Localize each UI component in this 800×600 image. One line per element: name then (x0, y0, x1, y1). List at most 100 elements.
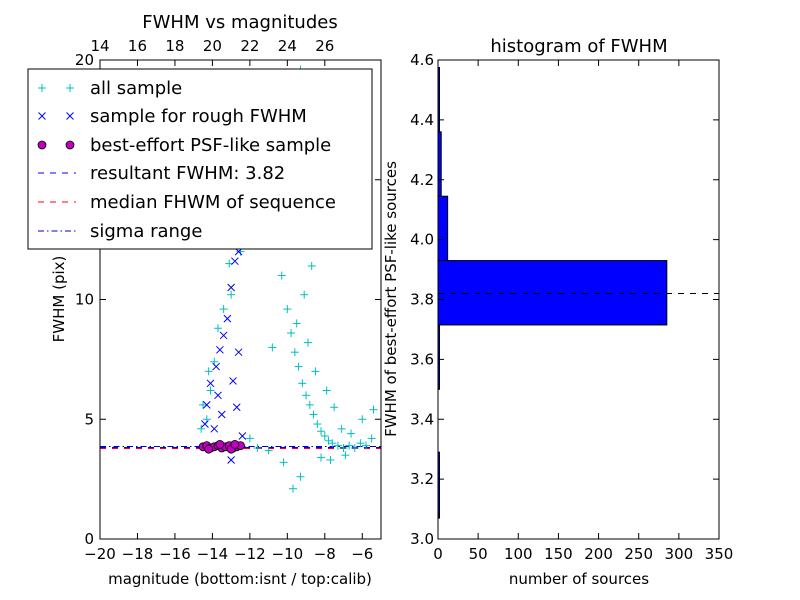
point-2-4 (212, 362, 221, 371)
point-2-2-b (202, 401, 211, 409)
y-tick-label-5: 20 (75, 51, 94, 69)
point-2-12-b (232, 403, 241, 412)
point-1-58 (369, 405, 378, 414)
histogram-x-label: number of sources (509, 570, 649, 588)
legend-label-rough-sample: sample for rough FWHM (90, 106, 307, 127)
legend-label-resultant-fwhm: resultant FWHM: 3.82 (90, 163, 285, 184)
h-y-tick-label-5: 3.8 (410, 291, 434, 309)
point-2-6 (219, 331, 228, 340)
legend-marker-1a (38, 84, 46, 92)
point-1-26 (320, 432, 329, 441)
histogram-bar-4 (437, 260, 668, 326)
histogram-plot-area (437, 66, 719, 519)
legend-markers (37, 84, 76, 232)
h-x-tick-label-1: 0 (433, 545, 443, 563)
point-1-55 (337, 424, 346, 433)
point-2-7 (223, 314, 232, 323)
h-x-tick-label-7: 300 (665, 545, 694, 563)
point-2-14 (210, 424, 219, 433)
point-2-16-b (238, 432, 247, 440)
point-2-3-b (206, 379, 215, 388)
point-1-61 (311, 367, 320, 376)
scatter-legend: all sample sample for rough FWHM best-ef… (27, 68, 373, 250)
h-y-tick-label-3: 3.4 (410, 410, 434, 428)
point-2-11-b (229, 377, 237, 385)
point-2-7-b (223, 314, 232, 323)
point-1-47 (300, 290, 309, 299)
point-1-48 (307, 261, 316, 270)
series-2 (201, 247, 247, 464)
top-tick-label-4: 20 (203, 37, 222, 55)
h-y-tick-label-9: 4.6 (410, 51, 434, 69)
point-1-39 (264, 446, 273, 455)
histogram-title: histogram of FWHM (490, 36, 667, 57)
top-tick-label-3: 18 (165, 37, 184, 55)
legend-marker-2a-b (38, 112, 46, 120)
point-1-38 (279, 458, 288, 467)
top-tick-label-6: 24 (278, 37, 297, 55)
point-1-33 (356, 439, 365, 448)
point-2-5 (216, 345, 224, 354)
point-2-1-b (201, 420, 209, 428)
point-1-64 (326, 455, 335, 464)
point-1-25 (317, 427, 326, 436)
y-tick-label-1: 0 (84, 530, 94, 548)
scatter-axes: −20 −18 −16 −14 −12 −10 −8 −6 14 16 18 20 22 24 26 0 5 10… (75, 37, 381, 563)
point-1-37 (296, 472, 305, 481)
scatter-x-label: magnitude (bottom:isnt / top:calib) (108, 570, 372, 588)
point-2-8-b (227, 283, 235, 292)
point-1-63 (317, 453, 326, 462)
legend-marker-2b (66, 112, 74, 120)
point-1-19 (294, 362, 303, 371)
point-1-18 (290, 348, 299, 357)
top-tick-label-2: 16 (128, 37, 147, 55)
point-1-56 (347, 429, 356, 438)
point-2-2 (202, 401, 211, 409)
point-2-14-b (210, 424, 219, 433)
point-1-62 (303, 338, 312, 347)
series-3 (198, 439, 245, 454)
point-2-13-b (217, 410, 226, 419)
h-y-tick-label-1: 3.0 (410, 530, 434, 548)
point-2-3 (206, 379, 215, 388)
y-tick-label-3: 10 (75, 291, 94, 309)
h-x-tick-label-5: 200 (584, 545, 613, 563)
top-tick-label-7: 26 (315, 37, 334, 55)
point-2-18-b (234, 348, 243, 357)
point-1-54 (330, 403, 339, 412)
point-3-12 (204, 444, 214, 454)
top-tick-label-1: 14 (90, 37, 109, 55)
point-2-15-b (227, 456, 235, 464)
point-1-22 (305, 400, 314, 409)
point-2-17-b (214, 391, 222, 400)
point-2-4-b (212, 362, 221, 371)
point-2-5-b (216, 345, 224, 354)
point-1-32 (350, 443, 359, 452)
legend-marker-2a (38, 112, 46, 120)
point-1-31 (345, 441, 354, 450)
point-1-21 (302, 391, 311, 400)
legend-marker-1b (66, 84, 74, 92)
x-tick-label-6: −10 (272, 545, 304, 563)
h-x-tick-label-6: 250 (624, 545, 653, 563)
scatter-y-label: FWHM (pix) (50, 256, 68, 343)
scatter-panel: FWHM vs magnitudes magnitude (bottom:isn… (27, 12, 382, 588)
histogram-axes: 0 50 100 150 200 250 300 350 3.0 3.2 3.4 3.6 3.8 4.0 4… (410, 51, 733, 563)
x-tick-label-4: −14 (197, 545, 229, 563)
point-1-53 (322, 386, 331, 395)
point-1-16 (283, 305, 292, 314)
point-3-13 (215, 439, 225, 449)
x-tick-label-3: −16 (159, 545, 191, 563)
top-tick-label-5: 22 (240, 37, 259, 55)
point-1-46 (292, 319, 301, 328)
x-tick-label-5: −12 (234, 545, 266, 563)
point-1-2 (206, 386, 215, 395)
point-1-36 (288, 484, 297, 493)
h-y-tick-label-4: 3.6 (410, 350, 434, 368)
point-1-29 (333, 441, 342, 450)
h-x-tick-label-4: 150 (544, 545, 573, 563)
h-x-tick-label-8: 350 (705, 545, 734, 563)
point-2-9-b (231, 257, 239, 266)
x-tick-label-1: −20 (84, 545, 116, 563)
